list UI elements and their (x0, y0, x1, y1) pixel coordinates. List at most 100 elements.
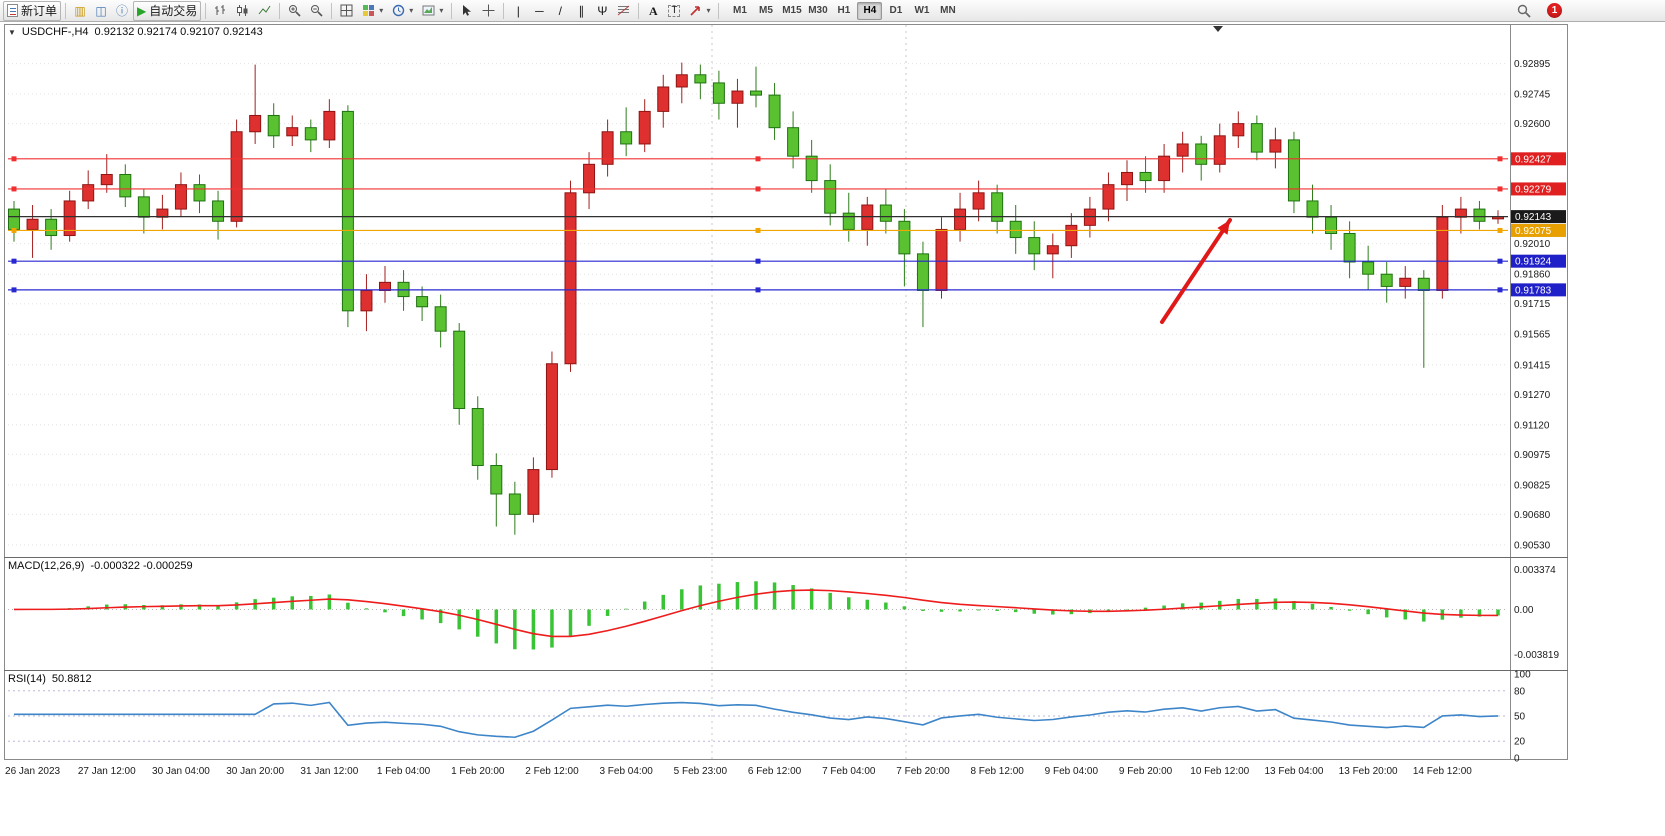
candle-body (45, 218, 58, 237)
candle-body (1083, 208, 1096, 226)
toolbar-right: 1 (1513, 1, 1562, 21)
line-chart-button[interactable] (254, 1, 275, 21)
price-tick-label: 0.91715 (1514, 299, 1551, 310)
candle-body (935, 228, 948, 291)
crosshair-button[interactable] (478, 1, 499, 21)
channel-button[interactable]: ∥ (571, 1, 591, 21)
zoom-in-button[interactable] (284, 1, 305, 21)
bar-chart-button[interactable] (210, 1, 231, 21)
autotrade-button[interactable]: ▶ 自动交易 (133, 0, 202, 21)
trendline-button[interactable]: / (550, 1, 570, 21)
timeframe-button-d1[interactable]: D1 (883, 2, 908, 20)
new-order-label: 新订单 (21, 4, 58, 18)
zoom-out-button[interactable] (306, 1, 327, 21)
timeframe-button-m1[interactable]: M1 (727, 2, 752, 20)
candlestick-chart-icon (237, 5, 248, 16)
search-button[interactable] (1513, 1, 1535, 21)
time-axis-label: 10 Feb 12:00 (1190, 766, 1249, 777)
time-axis-label: 7 Feb 04:00 (822, 766, 876, 777)
fibonacci-button[interactable] (613, 1, 634, 21)
macd-signal-line (13, 589, 1499, 638)
hline-handle[interactable] (755, 287, 761, 293)
candle-body (508, 493, 521, 515)
candle-body (601, 131, 614, 165)
tile-windows-button[interactable] (336, 1, 357, 21)
hline-handle[interactable] (755, 186, 761, 192)
candle-body (193, 184, 206, 202)
hline-handle[interactable] (755, 258, 761, 264)
toolbar-separator (503, 2, 505, 19)
candle-body (1325, 216, 1338, 235)
vertical-line-button[interactable]: | (508, 1, 528, 21)
profiles-button[interactable]: ▾ (358, 1, 387, 21)
price-badge-label: 0.92427 (1515, 154, 1552, 165)
chevron-down-icon: ▾ (409, 6, 414, 15)
trend-arrow[interactable] (1160, 218, 1232, 324)
timeframe-button-m15[interactable]: M15 (779, 2, 804, 20)
hline-handle[interactable] (1497, 156, 1503, 162)
data-window-icon: ◫ (95, 3, 107, 18)
macd-tick-label: -0.003819 (1514, 650, 1559, 661)
chevron-down-icon: ▾ (379, 6, 384, 15)
hline-handle[interactable] (755, 227, 761, 233)
time-axis-label: 9 Feb 20:00 (1119, 766, 1173, 777)
pitchfork-button[interactable]: Ψ (592, 1, 612, 21)
new-order-icon (7, 4, 18, 17)
price-tick-label: 0.91120 (1514, 420, 1550, 431)
candle-body (341, 110, 354, 312)
navigator-button[interactable]: ⓘ (112, 1, 132, 21)
trend-arrow-head[interactable] (1217, 220, 1230, 235)
time-axis-label: 31 Jan 12:00 (300, 766, 358, 777)
hline-handle[interactable] (11, 156, 17, 162)
macd-pane-label: MACD(12,26,9) -0.000322 -0.000259 (8, 560, 193, 572)
cursor-button[interactable] (456, 1, 477, 21)
hline-handle[interactable] (1497, 227, 1503, 233)
hline-handle[interactable] (755, 156, 761, 162)
hline-handle[interactable] (11, 258, 17, 264)
label-tool-button[interactable]: T (664, 1, 684, 21)
horizontal-line-button[interactable]: ─ (529, 1, 549, 21)
timeframe-button-m30[interactable]: M30 (805, 2, 830, 20)
chart-shift-marker[interactable] (1213, 26, 1223, 32)
hline-handle[interactable] (11, 227, 17, 233)
symbol-dropdown-icon[interactable]: ▼ (8, 27, 16, 37)
market-watch-button[interactable]: ▥ (70, 1, 90, 21)
candle-body (26, 218, 39, 230)
toolbar-separator (718, 2, 720, 19)
candle-body (954, 208, 967, 230)
candle-body (545, 363, 558, 471)
tile-windows-icon (340, 4, 353, 17)
hline-handle[interactable] (11, 186, 17, 192)
hline-handle[interactable] (11, 287, 17, 293)
time-axis-label: 13 Feb 04:00 (1264, 766, 1323, 777)
period-clock-button[interactable]: ▾ (388, 1, 417, 21)
hline-handle[interactable] (1497, 258, 1503, 264)
price-badge (1511, 283, 1566, 297)
new-order-button[interactable]: 新订单 (3, 0, 62, 21)
timeframe-button-h1[interactable]: H1 (831, 2, 856, 20)
candle-body (249, 114, 262, 133)
timeframe-button-m5[interactable]: M5 (753, 2, 778, 20)
candle-body (916, 253, 929, 291)
price-badge (1511, 182, 1566, 196)
candle-body (286, 127, 299, 137)
template-button[interactable]: ▾ (418, 1, 447, 21)
candle-body (675, 74, 688, 88)
timeframe-button-w1[interactable]: W1 (909, 2, 934, 20)
price-tick-label: 0.90530 (1514, 540, 1551, 551)
zoom-in-icon (289, 5, 301, 17)
candlestick-chart-button[interactable] (232, 1, 253, 21)
timeframe-button-h4[interactable]: H4 (857, 1, 883, 20)
price-tick-label: 0.91860 (1514, 270, 1551, 281)
arrows-tool-button[interactable]: ▾ (685, 1, 714, 21)
hline-handle[interactable] (1497, 186, 1503, 192)
candle-body (416, 296, 429, 308)
hline-handle[interactable] (1497, 287, 1503, 293)
candle-body (1028, 237, 1041, 255)
text-tool-button[interactable]: A (643, 1, 663, 21)
timeframe-button-mn[interactable]: MN (935, 2, 960, 20)
data-window-button[interactable]: ◫ (91, 1, 111, 21)
candle-body (1213, 135, 1226, 165)
notification-badge[interactable]: 1 (1547, 3, 1562, 18)
